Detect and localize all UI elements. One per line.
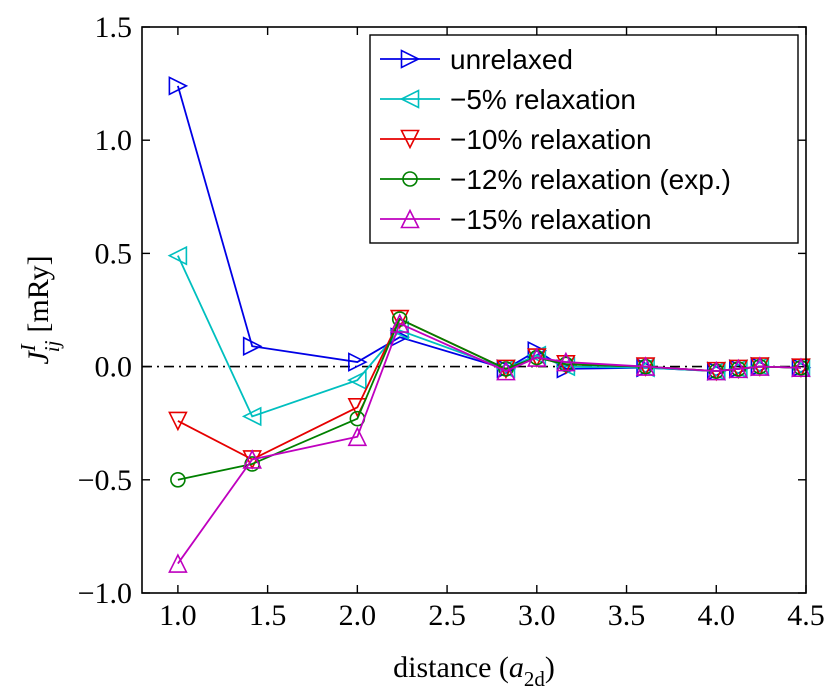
x-tick-label: 2.5 [428,599,466,632]
x-tick-label: 3.0 [518,599,556,632]
x-tick-label: 3.5 [608,599,646,632]
data-point [168,411,188,432]
data-point [728,358,749,379]
x-tick-label: 1.5 [249,599,287,632]
y-tick-label: −1.0 [78,577,132,610]
data-point [242,449,262,469]
legend-marker [399,89,420,109]
legend-label: −10% relaxation [450,124,652,155]
x-axis-title-prefix: distance ( [393,651,509,684]
data-point [347,426,368,447]
data-point [790,357,811,378]
y-axis-title-var: J [22,350,55,365]
data-point [389,313,410,333]
y-tick-label: 0.5 [95,237,133,270]
data-point [495,359,516,379]
x-axis-title-suffix: ) [545,651,555,684]
legend-box [369,34,799,244]
x-tick-labels: 1.0 1.5 2.0 2.5 3.0 3.5 4.0 4.5 [159,599,825,632]
legend-label: −15% relaxation [450,204,652,235]
data-point [348,352,368,372]
data-point [706,360,727,381]
y-axis-title-sub: ij [40,340,64,352]
x-axis-title-sub: 2d [524,667,546,691]
axis-ticks [142,26,807,594]
x-tick-label: 1.0 [159,599,197,632]
y-tick-label: −0.5 [78,464,132,497]
x-tick-label: 4.5 [787,599,825,632]
legend-entry: −10% relaxation [380,124,652,155]
data-point [635,356,656,376]
data-point [168,553,188,573]
x-tick-label: 2.0 [339,599,377,632]
data-point [168,76,189,96]
legend-entry: −12% relaxation (exp.) [380,164,731,195]
x-axis-title-var: a [509,651,524,684]
data-point [167,245,188,266]
y-tick-label: 1.0 [95,124,133,157]
legend-label: unrelaxed [450,44,573,75]
data-point [242,336,263,357]
x-tick-label: 4.0 [698,599,736,632]
data-point [347,370,367,390]
data-point [527,347,547,367]
data-point [170,471,186,488]
legend-entry: −15% relaxation [380,204,652,235]
y-axis-title-sup: I [16,343,40,352]
data-point [556,351,576,372]
series-group [167,76,812,573]
y-tick-label: 0.0 [95,351,133,384]
y-tick-label: 1.5 [95,11,133,44]
plot-frame [141,26,807,594]
data-point [496,360,516,381]
legend-label: −12% relaxation (exp.) [450,164,731,195]
legend-marker [402,171,418,187]
legend: unrelaxed −5% relaxation −10% relaxation −1… [369,34,799,244]
legend-marker [400,49,421,69]
legend-entry: −5% relaxation [380,84,636,115]
y-axis-title-unit: [mRy] [22,255,55,332]
legend-marker [400,208,420,229]
legend-entry: unrelaxed [380,44,573,75]
legend-marker [400,129,420,150]
y-tick-labels: −1.0 −0.5 0.0 0.5 1.0 1.5 [78,11,132,610]
data-point [750,356,770,376]
data-point [389,309,410,330]
x-axis-title: distance (a2d) [393,651,555,691]
data-point [241,406,262,427]
legend-label: −5% relaxation [450,84,636,115]
y-axis-title: JIij [mRy] [16,255,64,364]
